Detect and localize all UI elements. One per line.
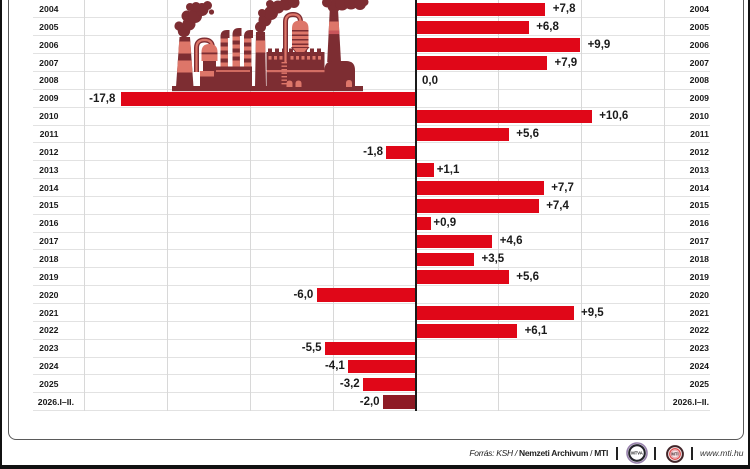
svg-text:MTI: MTI (671, 452, 678, 457)
svg-text:MTVA: MTVA (631, 450, 643, 455)
